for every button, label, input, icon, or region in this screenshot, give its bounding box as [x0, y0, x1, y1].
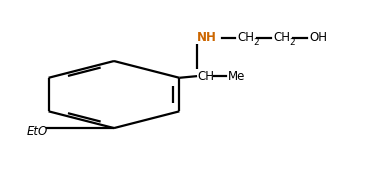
Text: NH: NH: [197, 31, 217, 44]
Text: EtO: EtO: [27, 125, 49, 138]
Text: Me: Me: [228, 70, 245, 83]
Text: 2: 2: [254, 38, 259, 47]
Text: 2: 2: [290, 38, 295, 47]
Text: CH: CH: [273, 31, 290, 44]
Text: CH: CH: [197, 70, 214, 83]
Text: OH: OH: [309, 31, 327, 44]
Text: CH: CH: [238, 31, 254, 44]
